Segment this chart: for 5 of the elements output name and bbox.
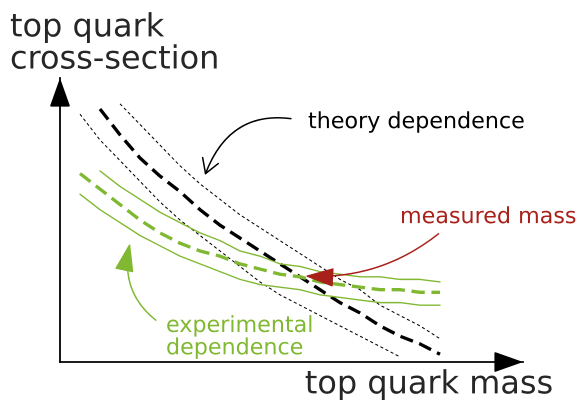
x-axis-title: top quark mass bbox=[306, 369, 552, 400]
annotation: experimental dependence bbox=[167, 315, 312, 359]
annotation: theory dependence bbox=[308, 111, 524, 133]
y-axis-title: top quark cross-section bbox=[10, 12, 217, 69]
annotation: measured mass bbox=[402, 206, 576, 224]
